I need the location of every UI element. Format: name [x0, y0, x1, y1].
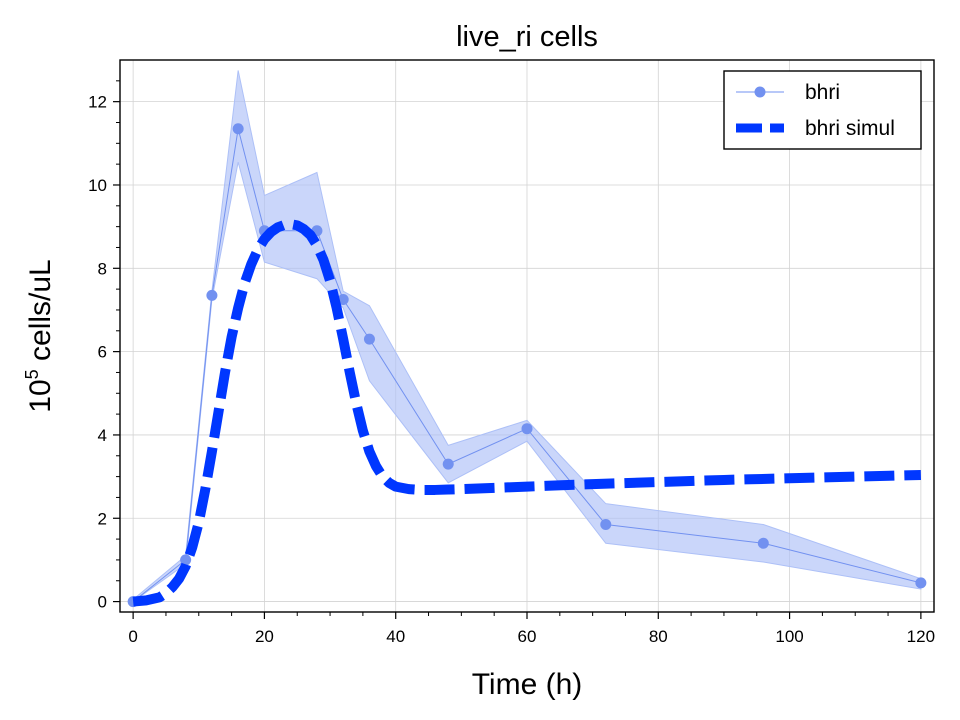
x-tick-label: 100	[775, 627, 803, 646]
observed-point	[180, 554, 192, 566]
simulated-series-line	[132, 219, 921, 607]
x-tick-label: 0	[128, 627, 137, 646]
x-tick-label: 80	[649, 627, 668, 646]
y-tick-label: 2	[98, 509, 107, 528]
observed-point	[757, 537, 769, 549]
legend-observed-marker	[754, 86, 766, 98]
y-axis-title-exponent: 5	[22, 369, 42, 379]
chart-title: live_ri cells	[456, 21, 598, 53]
y-tick-labels: 0 2 4 6 8 10 12	[88, 93, 107, 612]
observed-point	[600, 519, 612, 531]
observed-point	[521, 423, 533, 435]
x-axis-title: Time (h)	[472, 668, 583, 701]
y-tick-label: 0	[98, 593, 107, 612]
y-axis-title-base: 10	[24, 379, 57, 412]
observed-point	[206, 289, 218, 301]
y-axis-title: 105 cells/uL	[22, 259, 57, 412]
confidence-band-layer	[132, 70, 922, 603]
legend-simul-label: bhri simul	[805, 117, 895, 140]
y-tick-label: 8	[98, 259, 107, 278]
y-tick-label: 6	[98, 343, 107, 362]
observed-point	[915, 577, 927, 589]
legend-observed-label: bhri	[805, 81, 840, 104]
x-tick-label: 20	[255, 627, 274, 646]
x-tick-label: 40	[386, 627, 405, 646]
observed-point	[442, 458, 454, 470]
x-tick-label: 60	[518, 627, 537, 646]
observed-point	[232, 123, 244, 135]
y-tick-label: 10	[88, 176, 107, 195]
legend-frame	[723, 70, 922, 150]
simulated-series-layer	[132, 219, 921, 607]
axis-ticks	[113, 80, 922, 619]
y-axis-title-unit: cells/uL	[24, 259, 57, 369]
legend: bhri bhri simul	[723, 70, 922, 150]
x-tick-labels: 0 20 40 60 80 100 120	[128, 627, 935, 646]
observed-point	[363, 333, 375, 345]
y-tick-label: 4	[98, 426, 107, 445]
confidence-band	[132, 70, 922, 603]
x-tick-label: 120	[907, 627, 935, 646]
observed-point	[337, 294, 349, 306]
y-tick-label: 12	[88, 93, 107, 112]
